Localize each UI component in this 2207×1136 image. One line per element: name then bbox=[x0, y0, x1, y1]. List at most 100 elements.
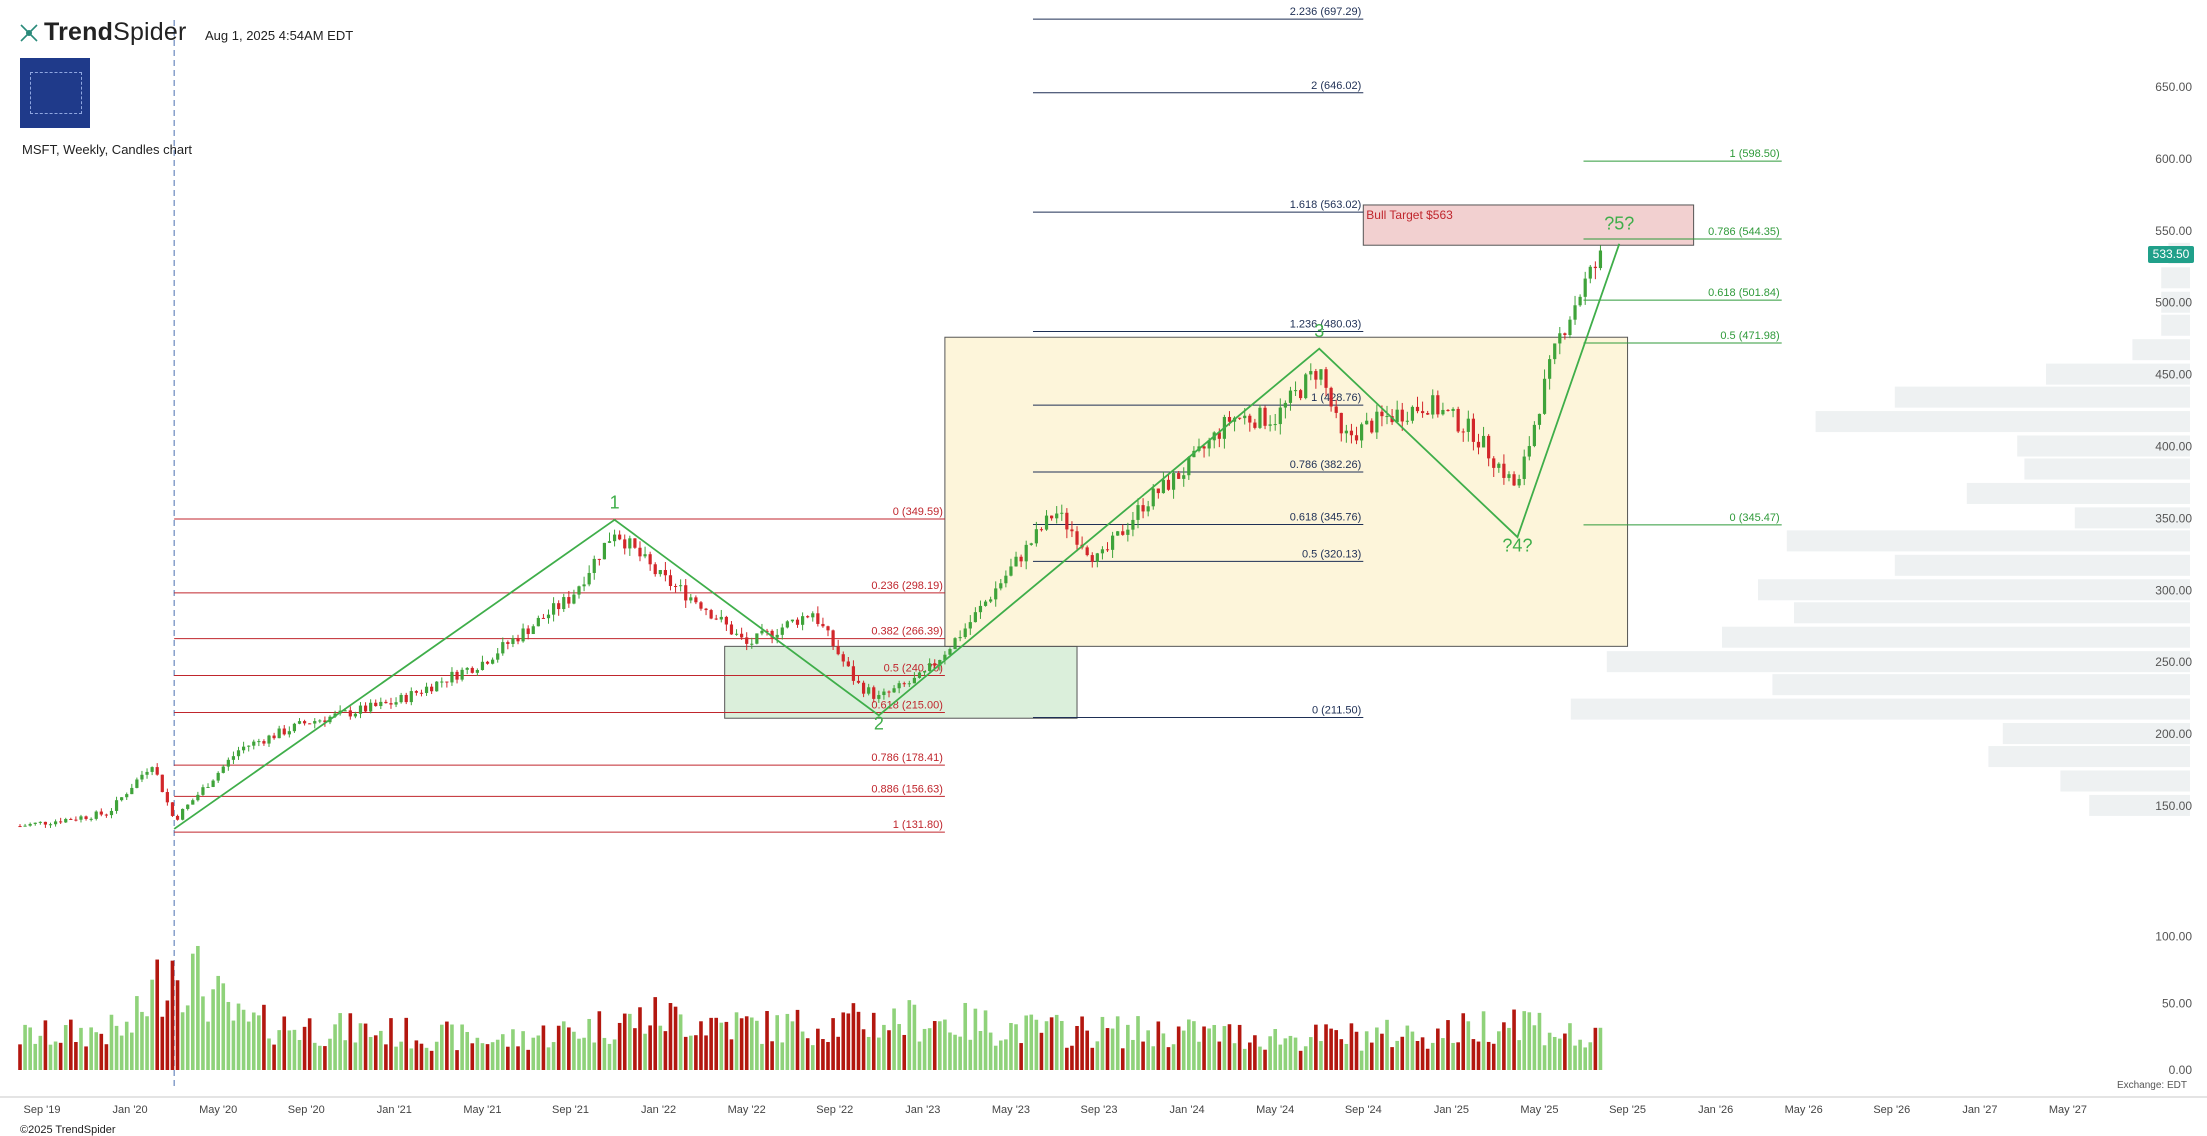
volume-bar bbox=[1217, 1041, 1222, 1070]
volume-profile-bin bbox=[2161, 291, 2190, 313]
candle-body bbox=[109, 810, 114, 816]
candle-body bbox=[1009, 566, 1013, 576]
candle-body bbox=[755, 633, 759, 644]
candle-body bbox=[485, 661, 490, 664]
volume-bar bbox=[379, 1030, 383, 1070]
volume-profile-bin bbox=[2161, 267, 2190, 289]
volume-bar bbox=[1537, 1012, 1542, 1070]
volume-bar bbox=[1136, 1016, 1140, 1070]
volume-bar bbox=[74, 1042, 78, 1070]
volume-bar bbox=[190, 953, 195, 1070]
candle-body bbox=[521, 628, 525, 642]
candle-body bbox=[74, 819, 78, 821]
candle-body bbox=[465, 667, 469, 670]
volume-bar bbox=[1044, 1021, 1049, 1070]
volume-bar bbox=[1085, 1030, 1089, 1070]
volume-bar bbox=[826, 1042, 830, 1070]
candle-body bbox=[221, 766, 225, 773]
volume-bar bbox=[648, 1025, 652, 1070]
volume-bar bbox=[185, 1005, 190, 1070]
candle-body bbox=[994, 588, 998, 600]
volume-bar bbox=[1202, 1026, 1206, 1070]
fib-levels: 0 (349.59) 0.236 (298.19) 0.382 (266.39) 0.… bbox=[174, 6, 1782, 833]
candle-body bbox=[602, 542, 607, 560]
candle-body bbox=[1039, 529, 1044, 531]
candle-body bbox=[150, 767, 154, 772]
x-tick-label: Jan '25 bbox=[1434, 1104, 1469, 1116]
candle-body bbox=[714, 618, 718, 620]
volume-bar bbox=[689, 1035, 693, 1070]
volume-bar bbox=[282, 1016, 287, 1070]
candle-body bbox=[734, 633, 739, 635]
volume-bar bbox=[1354, 1031, 1359, 1070]
candle-body bbox=[1065, 512, 1069, 530]
volume-profile-bin bbox=[2002, 723, 2190, 745]
candle-body bbox=[933, 663, 937, 666]
price-tick-label: 550.00 bbox=[2155, 224, 2192, 238]
volume-bar bbox=[1166, 1047, 1171, 1070]
candle-body bbox=[216, 772, 220, 781]
volume-bar bbox=[983, 1010, 988, 1070]
candle-body bbox=[353, 713, 358, 717]
volume-bar bbox=[165, 1000, 170, 1070]
candle-body bbox=[1182, 475, 1186, 479]
volume-bar bbox=[1100, 1016, 1105, 1070]
candle-body bbox=[1502, 463, 1506, 478]
candle-body bbox=[943, 654, 947, 660]
volume-bar bbox=[1598, 1027, 1603, 1070]
candle-body bbox=[1441, 409, 1445, 415]
candle-body bbox=[1075, 531, 1079, 545]
volume-bar bbox=[94, 1032, 99, 1070]
x-tick-label: May '20 bbox=[199, 1104, 237, 1116]
volume-bar bbox=[506, 1046, 510, 1070]
volume-bar bbox=[1425, 1048, 1430, 1070]
candle-body bbox=[1166, 479, 1171, 490]
fib-extension-navy-label: 0.5 (320.13) bbox=[1302, 548, 1361, 560]
volume-bar bbox=[729, 1039, 734, 1070]
candle-body bbox=[231, 756, 236, 760]
volume-profile-bin bbox=[1894, 386, 2190, 408]
candle-body bbox=[597, 558, 601, 560]
volume-bar bbox=[922, 1028, 927, 1070]
candle-body bbox=[1527, 446, 1531, 457]
volume-bar bbox=[1212, 1024, 1217, 1070]
volume-bar bbox=[389, 1018, 393, 1070]
candle-body bbox=[999, 583, 1003, 589]
volume-bar bbox=[1502, 1022, 1506, 1070]
x-tick-label: May '23 bbox=[992, 1104, 1030, 1116]
volume-profile-bin bbox=[2161, 314, 2190, 336]
volume-bar bbox=[541, 1025, 546, 1070]
volume-bar bbox=[1120, 1048, 1125, 1070]
candle-body bbox=[79, 816, 83, 820]
candle-body bbox=[384, 701, 388, 704]
volume-bar bbox=[1024, 1015, 1029, 1070]
fib-retracement-label: 1 (131.80) bbox=[893, 819, 943, 831]
candle-body bbox=[1598, 250, 1603, 269]
volume-bar bbox=[226, 1001, 231, 1070]
yellow-range-zone bbox=[944, 336, 1629, 647]
volume-bar bbox=[932, 1021, 937, 1070]
candle-body bbox=[1014, 556, 1018, 567]
candle-body bbox=[1410, 406, 1415, 421]
candle-body bbox=[638, 547, 642, 557]
candle-body bbox=[308, 723, 312, 725]
candle-body bbox=[1207, 440, 1211, 449]
volume-bar bbox=[1476, 1041, 1481, 1070]
candle-body bbox=[1466, 418, 1470, 432]
candle-body bbox=[1100, 549, 1105, 554]
volume-bar bbox=[1176, 1026, 1181, 1070]
volume-bar bbox=[1014, 1024, 1018, 1070]
volume-profile-bin bbox=[2017, 435, 2190, 457]
fib-retracement-label: 0.382 (266.39) bbox=[871, 626, 943, 638]
candle-body bbox=[1339, 412, 1343, 434]
candle-body bbox=[989, 599, 993, 602]
volume-bar bbox=[577, 1038, 581, 1070]
candle-body bbox=[69, 819, 73, 821]
volume-bar bbox=[450, 1024, 454, 1070]
volume-profile-bin bbox=[2089, 794, 2190, 816]
volume-bar bbox=[978, 1030, 983, 1070]
candle-body bbox=[1004, 575, 1008, 584]
candle-body bbox=[114, 800, 119, 811]
candle-body bbox=[836, 646, 840, 655]
